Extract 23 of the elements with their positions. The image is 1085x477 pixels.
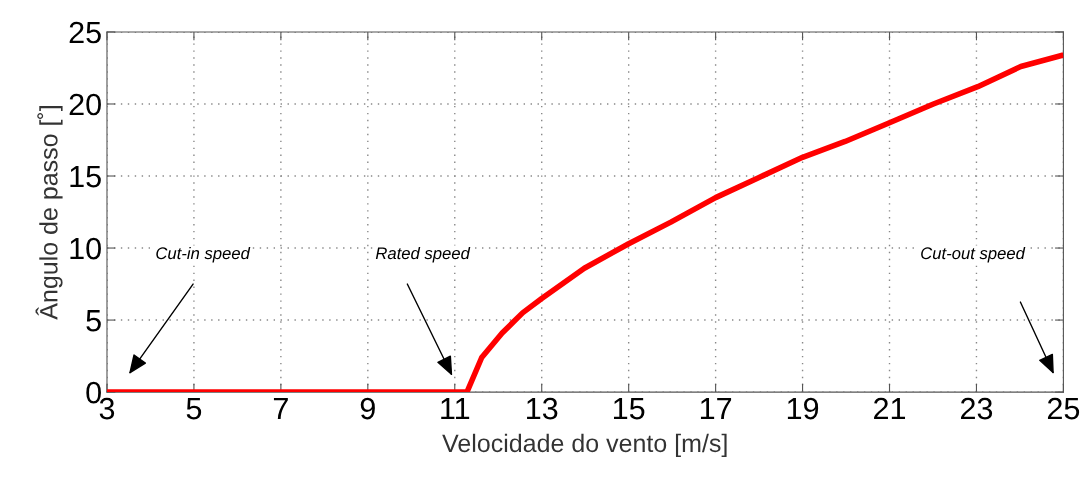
y-tick-label: 5 (86, 310, 101, 332)
x-axis-title: Velocidade do vento [m/s] (442, 433, 727, 458)
annotation: Cut-in speed (156, 246, 251, 263)
annotation: Rated speed (375, 246, 471, 263)
x-tick-label: 23 (961, 397, 993, 420)
annotation: Cut-out speed (921, 246, 1026, 263)
x-tick-label: 3 (99, 397, 115, 420)
y-tick-label: 15 (70, 166, 101, 188)
y-tick-label: 0 (86, 381, 101, 404)
x-tick-label: 21 (874, 397, 906, 420)
y-axis-title: Ângulo de passo [˚] (35, 106, 63, 320)
x-tick-label: 5 (186, 398, 202, 420)
x-tick-label: 7 (273, 398, 288, 420)
y-tick-label: 25 (69, 21, 101, 44)
y-tick-label: 20 (69, 93, 101, 116)
y-tick-label: 10 (70, 237, 101, 260)
x-tick-label: 15 (614, 398, 645, 420)
x-tick-label: 9 (360, 397, 375, 420)
x-tick-label: 13 (527, 397, 558, 420)
x-tick-label: 11 (441, 398, 470, 420)
x-tick-label: 25 (1047, 397, 1080, 420)
x-tick-label: 17 (700, 398, 732, 420)
x-tick-label: 19 (787, 397, 819, 420)
